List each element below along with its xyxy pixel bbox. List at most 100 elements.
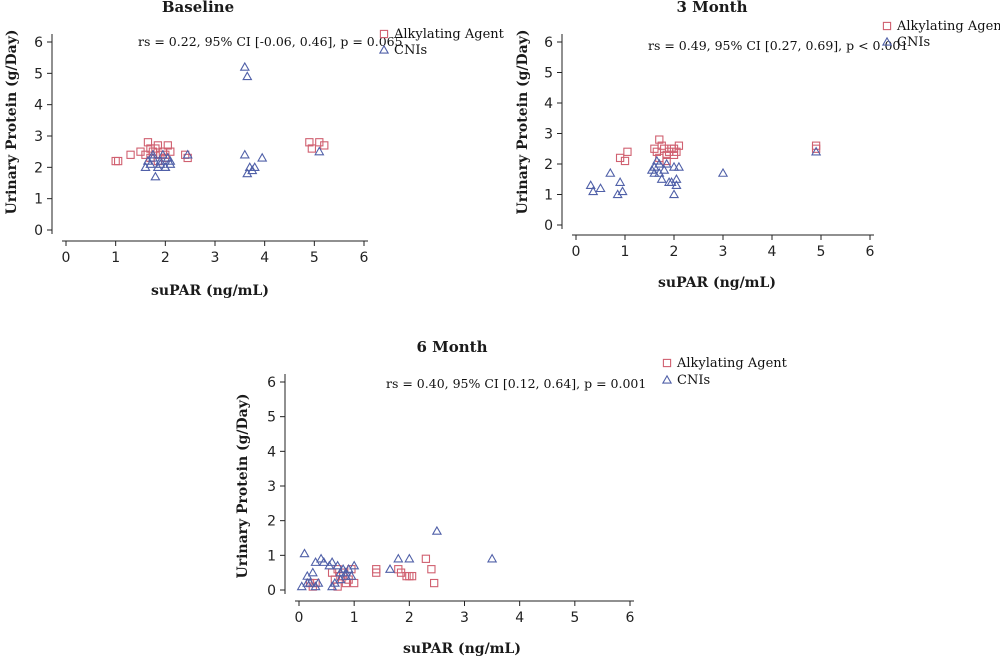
y-tick-label: 3: [34, 129, 43, 145]
legend-label: CNIs: [897, 35, 930, 50]
data-point: [153, 141, 163, 150]
y-tick-label: 4: [544, 96, 553, 112]
y-tick-label: 1: [267, 548, 276, 564]
y-tick-label: 2: [267, 514, 276, 530]
x-tick-label: 6: [626, 610, 635, 626]
y-tick-label: 0: [34, 223, 43, 239]
scatter-panel-3: 6 Month 0 1 2 3 4 5 6 0 1 2 3 4 5 6 suPAR (ng/mL) Urinar…: [235, 338, 788, 657]
data-point: [155, 155, 166, 165]
data-point: [335, 574, 346, 584]
y-tick-label: 1: [34, 192, 43, 208]
y-tick-label: 3: [544, 127, 553, 143]
y-axis-label: Urinary Protein (g/Day): [515, 29, 531, 214]
data-point: [165, 155, 176, 165]
x-tick-label: 6: [866, 244, 875, 260]
data-point: [372, 568, 381, 577]
data-point: [668, 161, 680, 171]
data-point: [114, 156, 123, 166]
data-point: [147, 149, 159, 159]
y-tick-label: 6: [544, 35, 553, 51]
data-point: [655, 135, 664, 144]
x-axis-label: suPAR (ng/mL): [403, 641, 521, 657]
data-point: [242, 71, 253, 81]
legend-label: Alkylating Agent: [676, 356, 788, 371]
y-tick-label: 5: [544, 66, 553, 82]
data-point: [305, 138, 314, 147]
y-axis-label: Urinary Protein (g/Day): [235, 393, 251, 578]
data-point: [668, 189, 680, 199]
data-point: [239, 149, 250, 159]
data-point: [332, 560, 343, 570]
data-point: [431, 525, 443, 535]
data-point: [182, 149, 193, 159]
legend-square-marker: [662, 358, 672, 368]
x-tick-label: 6: [360, 250, 369, 266]
x-axis-label: suPAR (ng/mL): [151, 283, 269, 299]
y-tick-label: 3: [267, 479, 276, 495]
series-cnis: [296, 525, 498, 591]
data-point: [307, 567, 318, 577]
data-point: [143, 138, 153, 147]
data-point: [314, 146, 325, 156]
y-tick-label: 4: [267, 444, 276, 460]
data-point: [257, 152, 268, 162]
data-point: [150, 171, 161, 181]
data-point: [671, 174, 682, 183]
data-point: [302, 577, 313, 587]
y-tick-label: 6: [267, 375, 276, 391]
x-tick-label: 2: [161, 250, 170, 266]
x-tick-label: 0: [295, 610, 304, 626]
y-tick-label: 4: [34, 98, 43, 114]
data-point: [623, 147, 632, 156]
series-alkylating-agent: [615, 135, 821, 166]
data-point: [239, 61, 250, 71]
data-point: [384, 563, 396, 573]
data-point: [605, 167, 616, 177]
x-tick-label: 5: [310, 250, 319, 266]
data-point: [649, 161, 660, 171]
data-point: [662, 156, 671, 166]
x-tick-label: 4: [260, 250, 269, 266]
x-tick-label: 3: [211, 250, 220, 266]
data-point: [654, 158, 665, 168]
x-tick-label: 4: [768, 244, 777, 260]
y-tick-label: 0: [544, 218, 553, 234]
data-point: [811, 144, 821, 153]
x-tick-label: 2: [670, 244, 679, 260]
data-point: [674, 141, 684, 150]
data-point: [588, 186, 599, 196]
x-tick-label: 1: [111, 250, 120, 266]
data-point: [163, 141, 172, 150]
data-point: [421, 554, 431, 563]
data-point: [654, 167, 665, 177]
x-tick-label: 2: [405, 610, 414, 626]
y-tick-label: 6: [34, 35, 43, 51]
legend-label: Alkylating Agent: [896, 19, 1000, 34]
chart-title: 6 Month: [416, 338, 487, 356]
x-tick-label: 4: [515, 610, 524, 626]
x-axis-label: suPAR (ng/mL): [658, 275, 776, 291]
legend-label: Alkylating Agent: [393, 27, 505, 42]
series-cnis: [585, 146, 822, 199]
data-point: [671, 180, 682, 190]
x-tick-label: 0: [572, 244, 581, 260]
data-point: [327, 581, 338, 591]
data-point: [405, 571, 414, 581]
x-tick-label: 5: [817, 244, 826, 260]
x-tick-label: 3: [719, 244, 728, 260]
data-point: [307, 144, 316, 153]
data-point: [318, 557, 329, 566]
data-point: [595, 183, 606, 193]
legend-square-marker: [882, 21, 892, 31]
scatter-panel-1: Baseline 0 1 2 3 4 5 6 0 1 2 3 4 5 6 suPAR (ng/mL) Urina…: [4, 0, 505, 299]
series-alkylating-agent: [111, 138, 329, 166]
data-point: [649, 167, 660, 177]
data-point: [717, 167, 729, 177]
correlation-annotation: rs = 0.22, 95% CI [-0.06, 0.46], p = 0.0…: [138, 34, 403, 49]
data-point: [299, 548, 310, 558]
data-point: [242, 168, 253, 178]
data-point: [664, 177, 675, 186]
data-point: [310, 581, 321, 591]
